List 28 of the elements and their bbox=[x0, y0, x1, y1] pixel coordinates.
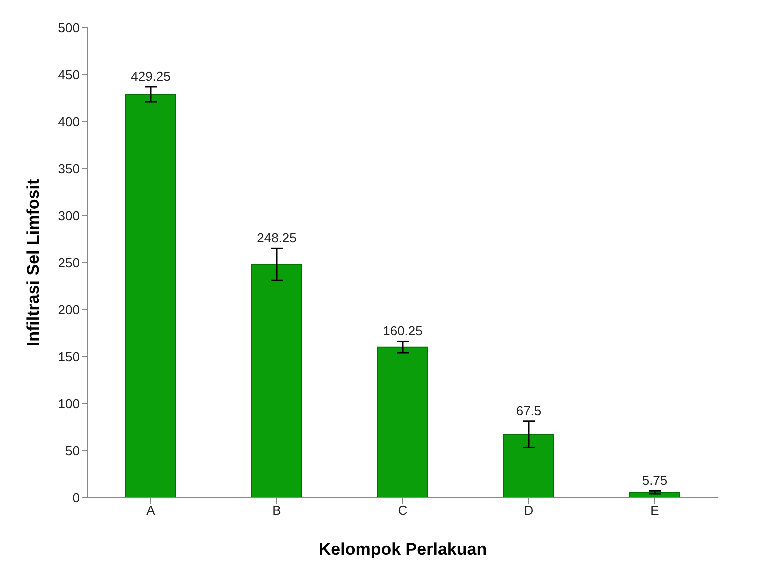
x-tick-label: B bbox=[272, 503, 282, 518]
x-tick-label: E bbox=[650, 503, 660, 518]
y-tick-label: 150 bbox=[58, 350, 80, 365]
data-label: 429.25 bbox=[131, 68, 171, 84]
bar bbox=[126, 94, 176, 498]
y-tick-label: 0 bbox=[72, 490, 80, 506]
data-label: 67.5 bbox=[516, 403, 542, 418]
y-tick-label: 450 bbox=[58, 68, 80, 83]
data-label: 160.25 bbox=[383, 324, 423, 339]
x-tick-label: C bbox=[398, 503, 408, 518]
y-tick-label: 50 bbox=[66, 444, 80, 459]
x-tick-label: D bbox=[524, 503, 534, 518]
y-tick-label: 300 bbox=[58, 208, 80, 224]
y-tick-label: 400 bbox=[58, 114, 80, 130]
bar bbox=[504, 434, 554, 498]
y-tick-label: 100 bbox=[58, 396, 80, 412]
y-axis-title: Infiltrasi Sel Limfosit bbox=[24, 179, 44, 347]
data-label: 248.25 bbox=[257, 230, 297, 246]
bar bbox=[252, 264, 302, 498]
y-tick-label: 250 bbox=[58, 256, 80, 271]
data-label: 5.75 bbox=[642, 473, 668, 488]
x-axis-title: Kelompok Perlakuan bbox=[318, 540, 488, 560]
x-tick-label: A bbox=[146, 503, 156, 518]
y-tick-label: 200 bbox=[58, 302, 80, 318]
y-tick-label: 350 bbox=[58, 162, 80, 177]
y-tick-label: 500 bbox=[58, 20, 80, 36]
bar bbox=[378, 346, 428, 498]
bar bbox=[630, 492, 680, 498]
